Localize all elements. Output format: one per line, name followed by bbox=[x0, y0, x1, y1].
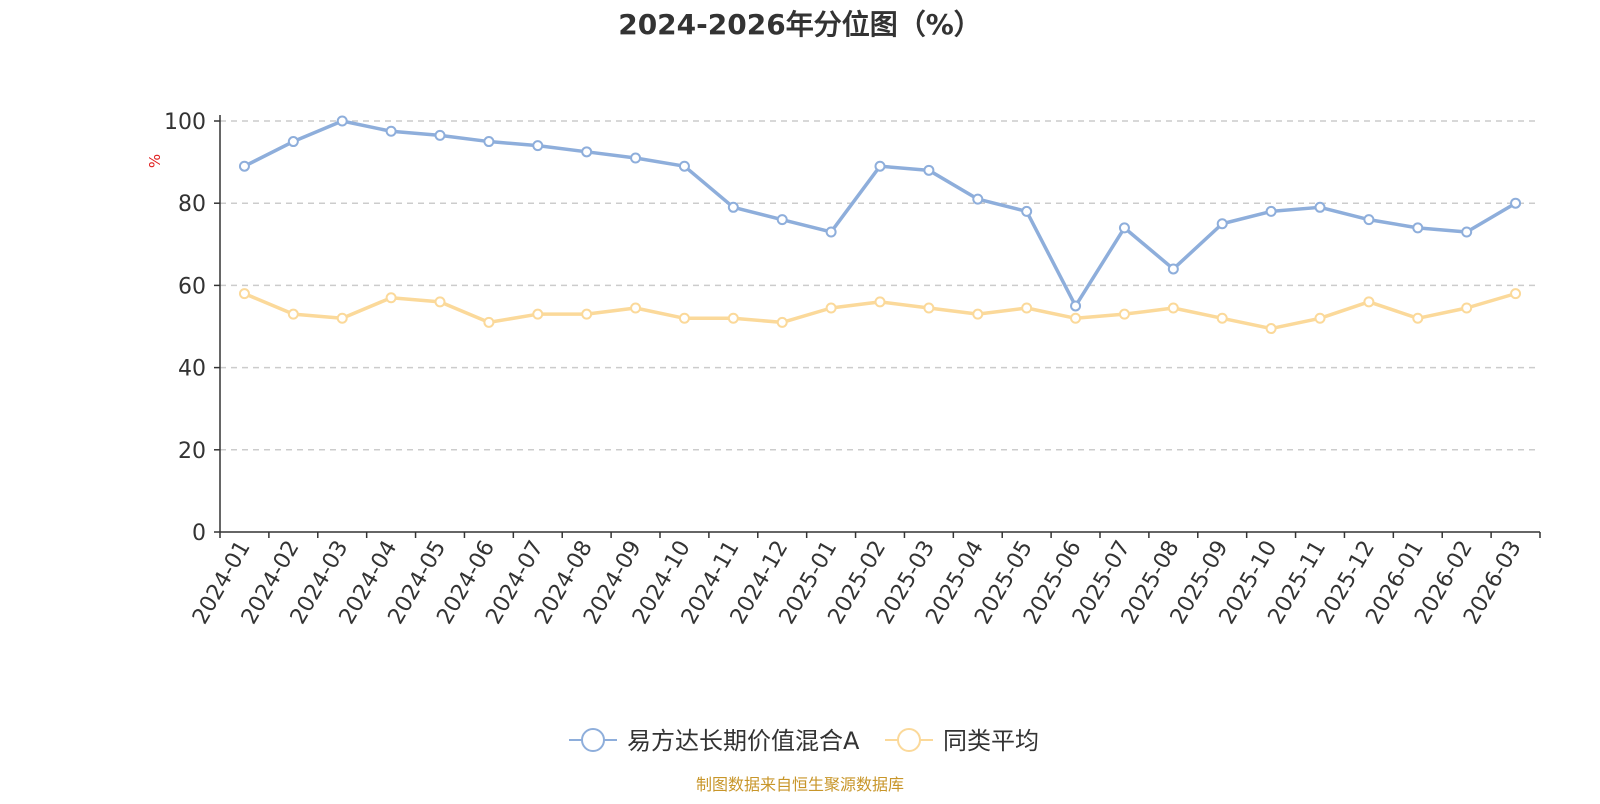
legend: 易方达长期价值混合A 同类平均 bbox=[569, 727, 1039, 755]
data-point[interactable] bbox=[385, 125, 397, 137]
y-tick-label: 40 bbox=[178, 357, 206, 382]
data-point[interactable] bbox=[385, 292, 397, 304]
data-point[interactable] bbox=[287, 308, 299, 320]
data-point[interactable] bbox=[1412, 222, 1424, 234]
data-point[interactable] bbox=[1363, 296, 1375, 308]
data-point[interactable] bbox=[1510, 197, 1522, 209]
data-point[interactable] bbox=[287, 136, 299, 148]
y-tick-labels: 0 20 40 60 80 100 bbox=[164, 110, 206, 546]
data-point[interactable] bbox=[1070, 312, 1082, 324]
data-point[interactable] bbox=[1510, 288, 1522, 300]
data-point[interactable] bbox=[1216, 312, 1228, 324]
data-point[interactable] bbox=[434, 296, 446, 308]
chart-title: 2024-2026年分位图（%） bbox=[618, 8, 982, 41]
data-point[interactable] bbox=[1461, 302, 1473, 314]
data-point[interactable] bbox=[1021, 302, 1033, 314]
data-point[interactable] bbox=[1021, 205, 1033, 217]
data-point[interactable] bbox=[1118, 222, 1130, 234]
data-point[interactable] bbox=[336, 312, 348, 324]
y-tick-label: 0 bbox=[192, 521, 206, 546]
series-lines bbox=[238, 115, 1522, 335]
data-point[interactable] bbox=[532, 308, 544, 320]
data-point[interactable] bbox=[776, 316, 788, 328]
series-line bbox=[242, 119, 1518, 308]
y-tick-label: 60 bbox=[178, 274, 206, 299]
data-point[interactable] bbox=[1070, 300, 1082, 312]
data-point[interactable] bbox=[336, 115, 348, 127]
data-point[interactable] bbox=[825, 226, 837, 238]
data-point[interactable] bbox=[483, 136, 495, 148]
data-point[interactable] bbox=[1265, 205, 1277, 217]
series-1 bbox=[238, 288, 1522, 335]
data-point[interactable] bbox=[678, 160, 690, 172]
data-point[interactable] bbox=[678, 312, 690, 324]
data-point[interactable] bbox=[532, 140, 544, 152]
legend-label: 同类平均 bbox=[943, 727, 1039, 755]
data-point[interactable] bbox=[238, 288, 250, 300]
data-point[interactable] bbox=[1167, 302, 1179, 314]
legend-item[interactable]: 同类平均 bbox=[885, 727, 1039, 755]
data-point[interactable] bbox=[1461, 226, 1473, 238]
legend-item[interactable]: 易方达长期价值混合A bbox=[569, 727, 860, 755]
legend-label: 易方达长期价值混合A bbox=[627, 727, 860, 755]
y-tick-label: 20 bbox=[178, 439, 206, 464]
data-point[interactable] bbox=[1314, 201, 1326, 213]
legend-marker-icon bbox=[581, 728, 605, 752]
data-point[interactable] bbox=[483, 316, 495, 328]
data-point[interactable] bbox=[727, 201, 739, 213]
data-point[interactable] bbox=[1265, 323, 1277, 335]
series-0 bbox=[238, 115, 1522, 312]
data-point[interactable] bbox=[581, 146, 593, 158]
data-point[interactable] bbox=[972, 308, 984, 320]
data-point[interactable] bbox=[1363, 214, 1375, 226]
data-point[interactable] bbox=[1216, 218, 1228, 230]
data-point[interactable] bbox=[923, 302, 935, 314]
data-point[interactable] bbox=[630, 302, 642, 314]
data-point[interactable] bbox=[1314, 312, 1326, 324]
y-axis-label: % bbox=[146, 154, 164, 168]
axes bbox=[214, 115, 1541, 538]
source-credit: 制图数据来自恒生聚源数据库 bbox=[696, 775, 904, 794]
data-point[interactable] bbox=[434, 129, 446, 141]
data-point[interactable] bbox=[972, 193, 984, 205]
data-point[interactable] bbox=[825, 302, 837, 314]
y-tick-label: 100 bbox=[164, 110, 206, 135]
legend-marker-icon bbox=[897, 728, 921, 752]
data-point[interactable] bbox=[874, 160, 886, 172]
x-tick-labels: 2024-012024-022024-032024-042024-052024-… bbox=[188, 537, 1527, 629]
data-point[interactable] bbox=[581, 308, 593, 320]
data-point[interactable] bbox=[238, 160, 250, 172]
data-point[interactable] bbox=[1118, 308, 1130, 320]
data-point[interactable] bbox=[727, 312, 739, 324]
data-point[interactable] bbox=[1412, 312, 1424, 324]
data-point[interactable] bbox=[874, 296, 886, 308]
data-point[interactable] bbox=[923, 164, 935, 176]
y-tick-label: 80 bbox=[178, 192, 206, 217]
data-point[interactable] bbox=[776, 214, 788, 226]
data-point[interactable] bbox=[630, 152, 642, 164]
data-point[interactable] bbox=[1167, 263, 1179, 275]
